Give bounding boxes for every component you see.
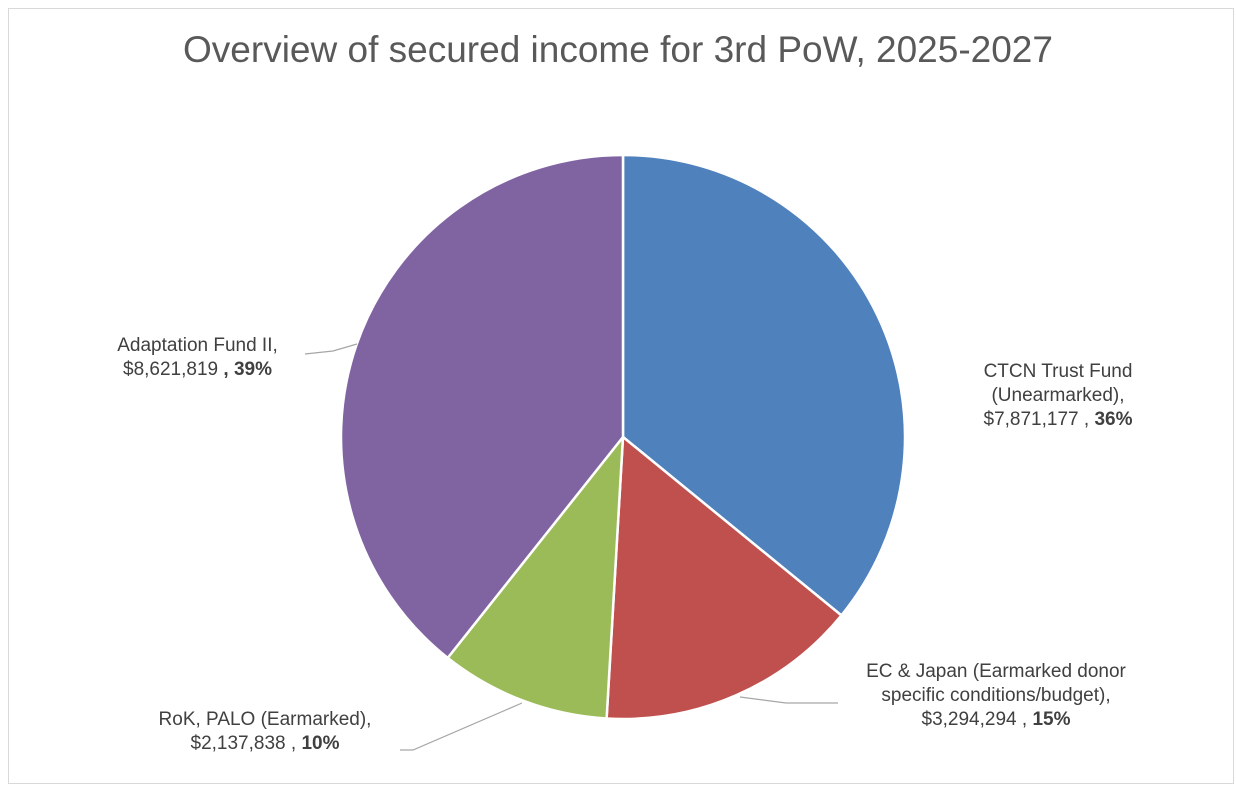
leader-line-adaptation xyxy=(304,343,358,355)
leader-line-ec xyxy=(739,696,838,704)
data-label-ec-percent: 15% xyxy=(1032,709,1071,730)
data-label-ec-value: $3,294,294 , xyxy=(921,709,1033,730)
pie-slice-rok xyxy=(446,435,625,720)
data-label-ctcn-value: $7,871,177 , xyxy=(983,409,1095,430)
chart-title: Overview of secured income for 3rd PoW, … xyxy=(183,29,1053,70)
data-label-ctcn-percent: 36% xyxy=(1094,409,1133,430)
data-label-adaptation-line1: Adaptation Fund II, xyxy=(117,335,278,356)
data-label-ec-line2: specific conditions/budget), xyxy=(881,685,1111,706)
data-label-ctcn-line2: (Unearmarked), xyxy=(991,385,1125,406)
data-label-rok-percent: 10% xyxy=(301,733,340,754)
data-label-rok-value: $2,137,838 , xyxy=(190,733,302,754)
data-label-adaptation: Adaptation Fund II, $8,621,819 , 39% xyxy=(90,334,305,382)
data-label-rok: RoK, PALO (Earmarked), $2,137,838 , 10% xyxy=(125,708,405,756)
leader-line-rok xyxy=(400,702,523,751)
data-label-ec-line1: EC & Japan (Earmarked donor xyxy=(866,661,1126,682)
pie-slice-ctcn xyxy=(621,153,907,617)
data-label-ctcn-line1: CTCN Trust Fund xyxy=(983,361,1133,382)
data-label-adaptation-percent: , 39% xyxy=(223,359,272,380)
data-label-adaptation-value: $8,621,819 xyxy=(123,359,224,380)
pie-slice-ec xyxy=(605,435,843,721)
data-label-ec: EC & Japan (Earmarked donor specific con… xyxy=(836,660,1156,732)
data-label-rok-line1: RoK, PALO (Earmarked), xyxy=(158,709,372,730)
data-label-ctcn: CTCN Trust Fund (Unearmarked), $7,871,17… xyxy=(948,360,1168,432)
